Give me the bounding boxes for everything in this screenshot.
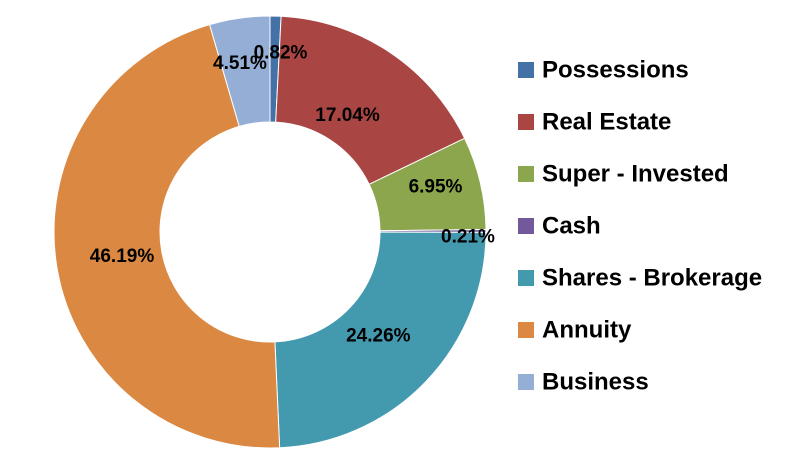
data-label-possessions: 0.82% xyxy=(254,43,308,64)
legend-label-real-estate: Real Estate xyxy=(542,109,671,136)
legend-label-super-invested: Super - Invested xyxy=(542,161,729,188)
legend-label-shares-brokerage: Shares - Brokerage xyxy=(542,265,762,292)
data-label-real-estate: 17.04% xyxy=(315,105,380,126)
donut-data-labels: 0.82% 17.04% 6.95% 0.21% 24.26% 46.19% 4.51% xyxy=(90,43,495,347)
legend-swatch-business xyxy=(518,374,534,390)
slice-annuity xyxy=(53,23,281,449)
legend-swatch-shares-brokerage xyxy=(518,270,534,286)
slice-real-estate xyxy=(275,15,466,185)
legend-swatch-annuity xyxy=(518,322,534,338)
legend-label-cash: Cash xyxy=(542,213,601,240)
data-label-super-invested: 6.95% xyxy=(409,177,463,198)
legend-label-possessions: Possessions xyxy=(542,57,689,84)
slice-shares-brokerage xyxy=(274,231,487,449)
donut-slices xyxy=(53,15,487,449)
legend-swatch-cash xyxy=(518,218,534,234)
legend-swatch-possessions xyxy=(518,62,534,78)
data-label-cash: 0.21% xyxy=(441,227,495,248)
data-label-annuity: 46.19% xyxy=(90,246,155,267)
data-label-shares-brokerage: 24.26% xyxy=(346,325,411,346)
data-label-business: 4.51% xyxy=(213,53,267,74)
legend-swatch-super-invested xyxy=(518,166,534,182)
legend-label-annuity: Annuity xyxy=(542,317,632,344)
legend-label-business: Business xyxy=(542,369,649,396)
slice-business xyxy=(208,15,271,128)
legend-swatch-real-estate xyxy=(518,114,534,130)
legend: Possessions Real Estate Super - Invested Ca… xyxy=(518,57,762,396)
